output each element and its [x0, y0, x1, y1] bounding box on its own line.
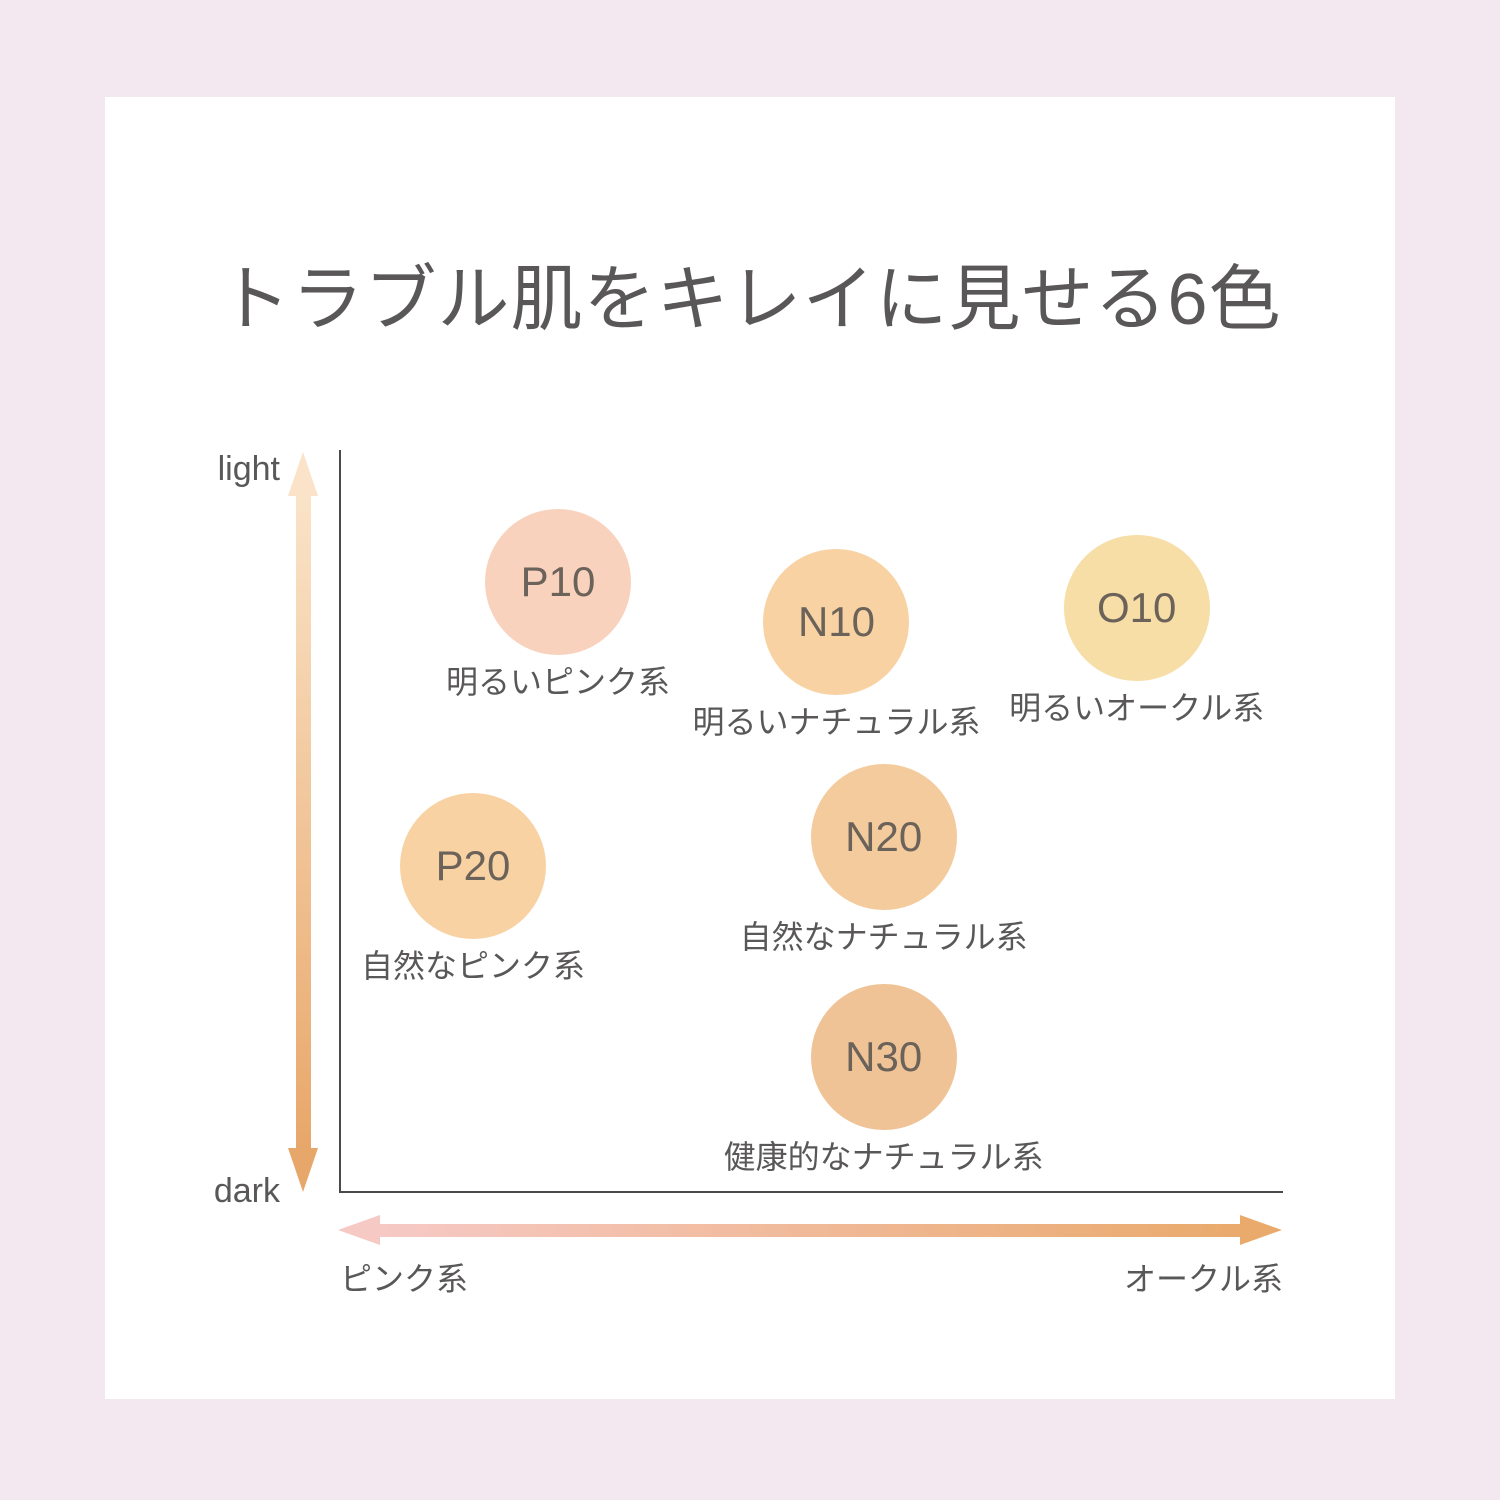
y-axis-line [339, 450, 341, 1193]
shade-label: 明るいナチュラル系 [692, 704, 981, 741]
shade-circle-n10: N10 [763, 549, 910, 696]
shade-circle-n30: N30 [810, 984, 957, 1131]
page-title: トラブル肌をキレイに見せる6色 [218, 260, 1282, 340]
lightness-arrow-shaft [295, 496, 311, 1148]
shade-point-p10: P10 明るいピンク系 [446, 509, 670, 700]
shade-code: N30 [845, 1033, 923, 1081]
y-axis-label-light: light [217, 450, 280, 488]
arrow-left-icon [338, 1215, 380, 1245]
shade-code: N10 [797, 598, 876, 646]
arrow-down-icon [288, 1148, 318, 1192]
x-axis-label-ochre: オークル系 [1123, 1261, 1283, 1297]
lightness-axis-arrow [288, 452, 318, 1192]
shade-code: P20 [435, 842, 511, 890]
shade-label: 明るいピンク系 [445, 664, 671, 701]
shade-circle-p10: P10 [485, 509, 631, 656]
hue-arrow-shaft [380, 1223, 1240, 1237]
shade-circle-o10: O10 [1063, 535, 1210, 682]
shade-point-n30: N30 健康的なナチュラル系 [724, 984, 1044, 1175]
shade-circle-n20: N20 [810, 764, 957, 911]
shade-label: 自然なピンク系 [361, 948, 586, 985]
hue-axis-arrow [338, 1215, 1282, 1245]
arrow-up-icon [288, 452, 318, 496]
shade-label: 自然なナチュラル系 [739, 919, 1028, 956]
shade-code: P10 [520, 558, 596, 606]
shade-point-o10: O10 明るいオークル系 [1009, 535, 1264, 726]
arrow-right-icon [1240, 1215, 1282, 1245]
shade-point-n20: N20 自然なナチュラル系 [740, 764, 1028, 955]
shade-point-n10: N10 明るいナチュラル系 [692, 549, 980, 740]
x-axis-line [339, 1191, 1283, 1193]
shade-label: 明るいオークル系 [1009, 690, 1265, 727]
shade-code: O10 [1096, 584, 1177, 632]
x-axis-label-pink: ピンク系 [340, 1261, 469, 1297]
shade-point-p20: P20 自然なピンク系 [361, 793, 585, 984]
y-axis-label-dark: dark [213, 1172, 280, 1210]
shade-code: N20 [845, 813, 923, 861]
shade-label: 健康的なナチュラル系 [723, 1139, 1044, 1176]
content-card [105, 97, 1395, 1399]
shade-circle-p20: P20 [400, 793, 547, 940]
